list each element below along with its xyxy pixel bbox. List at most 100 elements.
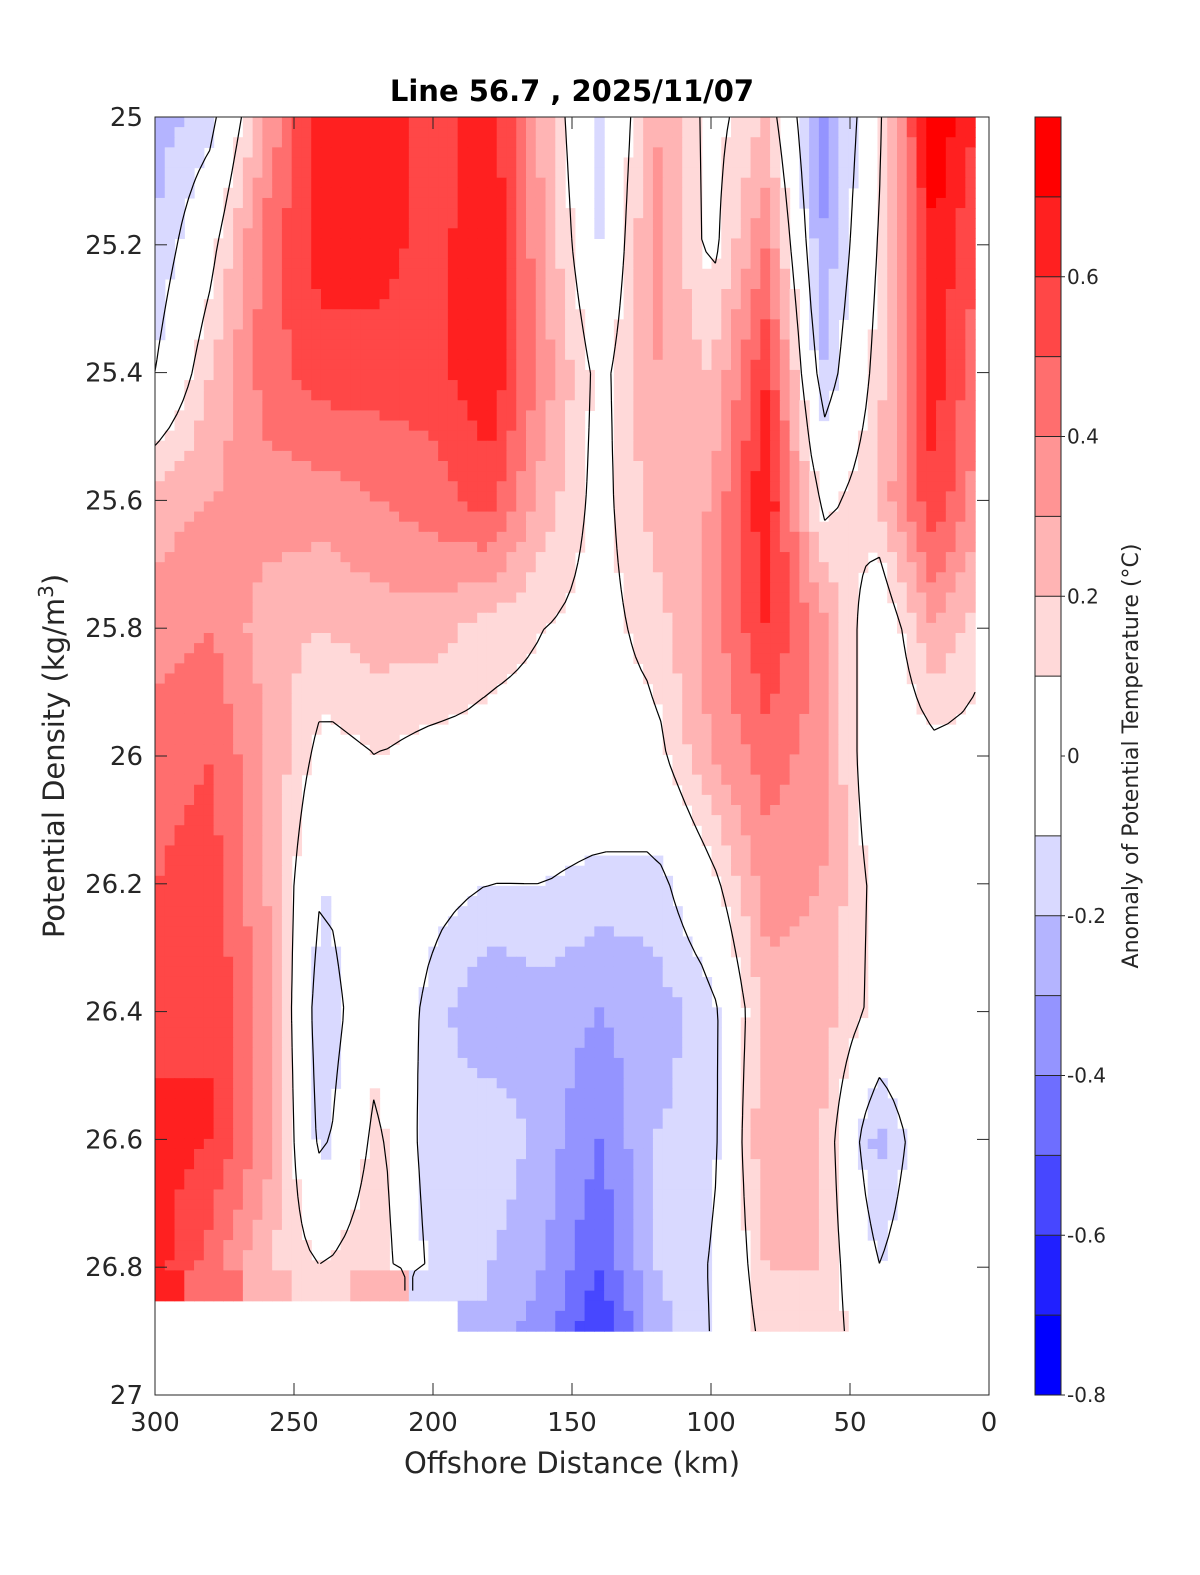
- heatmap-cell: [897, 117, 908, 128]
- heatmap-cell: [828, 349, 840, 361]
- heatmap-cell: [320, 643, 332, 654]
- heatmap-cell: [838, 784, 849, 796]
- heatmap-cell: [467, 309, 478, 320]
- heatmap-cell: [945, 683, 957, 695]
- heatmap-cell: [291, 248, 303, 260]
- heatmap-cell: [604, 875, 615, 887]
- heatmap-cell: [965, 228, 976, 240]
- heatmap-cell: [242, 349, 254, 361]
- heatmap-cell: [174, 420, 185, 432]
- heatmap-cell: [545, 238, 556, 250]
- heatmap-cell: [623, 572, 634, 584]
- heatmap-cell: [477, 622, 488, 634]
- heatmap-cell: [399, 713, 410, 725]
- heatmap-cell: [916, 117, 927, 128]
- heatmap-cell: [897, 450, 908, 462]
- heatmap-cell: [535, 592, 547, 604]
- heatmap-cell: [789, 734, 800, 745]
- heatmap-cell: [818, 622, 830, 634]
- heatmap-cell: [164, 582, 176, 594]
- heatmap-cell: [262, 278, 273, 290]
- heatmap-cell: [799, 592, 810, 604]
- heatmap-cell: [760, 521, 771, 533]
- heatmap-cell: [496, 147, 508, 159]
- heatmap-cell: [535, 359, 547, 371]
- heatmap-cell: [565, 461, 576, 472]
- heatmap-cell: [779, 632, 791, 644]
- heatmap-cell: [565, 885, 576, 897]
- heatmap-cell: [155, 167, 166, 179]
- heatmap-cell: [682, 754, 693, 766]
- heatmap-cell: [740, 228, 752, 240]
- heatmap-cell: [760, 602, 771, 614]
- heatmap-cell: [379, 693, 390, 705]
- heatmap-cell: [155, 440, 166, 452]
- heatmap-cell: [906, 440, 918, 452]
- heatmap-cell: [955, 582, 966, 594]
- heatmap-cell: [945, 400, 957, 412]
- heatmap-cell: [750, 582, 761, 594]
- heatmap-cell: [155, 632, 166, 644]
- heatmap-cell: [506, 127, 517, 138]
- heatmap-cell: [155, 875, 166, 887]
- heatmap-cell: [652, 885, 664, 897]
- heatmap-cell: [164, 825, 176, 836]
- heatmap-cell: [320, 582, 332, 594]
- heatmap-cell: [272, 450, 283, 462]
- heatmap-cell: [272, 794, 283, 806]
- heatmap-cell: [389, 531, 400, 543]
- heatmap-cell: [926, 137, 937, 148]
- heatmap-cell: [721, 238, 732, 250]
- heatmap-cell: [516, 632, 527, 644]
- heatmap-cell: [184, 572, 195, 584]
- heatmap-cell: [301, 167, 312, 179]
- heatmap-cell: [760, 825, 771, 836]
- heatmap-cell: [350, 289, 361, 300]
- heatmap-cell: [662, 703, 674, 715]
- heatmap-cell: [164, 744, 176, 755]
- heatmap-cell: [233, 167, 244, 179]
- heatmap-cell: [223, 815, 234, 826]
- heatmap-cell: [457, 400, 469, 412]
- heatmap-cell: [965, 278, 976, 290]
- heatmap-cell: [945, 339, 957, 351]
- heatmap-cell: [301, 693, 312, 705]
- heatmap-cell: [399, 471, 410, 482]
- heatmap-cell: [184, 845, 195, 857]
- heatmap-cell: [691, 511, 703, 523]
- heatmap-cell: [242, 248, 254, 260]
- heatmap-cell: [330, 369, 342, 381]
- heatmap-cell: [652, 339, 664, 351]
- heatmap-cell: [691, 440, 703, 452]
- heatmap-cell: [330, 562, 342, 573]
- heatmap-cell: [438, 602, 449, 614]
- heatmap-cell: [418, 713, 429, 725]
- heatmap-cell: [369, 420, 381, 432]
- heatmap-cell: [467, 299, 478, 310]
- heatmap-cell: [408, 400, 420, 412]
- heatmap-cell: [399, 420, 410, 432]
- heatmap-cell: [272, 511, 283, 523]
- heatmap-cell: [281, 713, 293, 725]
- heatmap-cell: [203, 774, 215, 786]
- heatmap-cell: [740, 582, 752, 594]
- heatmap-cell: [887, 208, 898, 219]
- heatmap-cell: [438, 471, 449, 482]
- heatmap-cell: [818, 693, 830, 705]
- heatmap-cell: [711, 278, 722, 290]
- heatmap-cell: [731, 268, 742, 280]
- heatmap-cell: [740, 592, 752, 604]
- heatmap-cell: [770, 896, 781, 907]
- heatmap-cell: [320, 693, 332, 705]
- heatmap-cell: [233, 734, 244, 745]
- heatmap-cell: [955, 531, 966, 543]
- heatmap-cell: [945, 521, 957, 533]
- heatmap-cell: [194, 815, 205, 826]
- heatmap-cell: [242, 319, 254, 331]
- heatmap-cell: [662, 187, 674, 199]
- heatmap-cell: [389, 461, 400, 472]
- heatmap-cell: [828, 673, 840, 685]
- heatmap-cell: [682, 744, 693, 755]
- heatmap-cell: [691, 602, 703, 614]
- heatmap-cell: [174, 117, 185, 128]
